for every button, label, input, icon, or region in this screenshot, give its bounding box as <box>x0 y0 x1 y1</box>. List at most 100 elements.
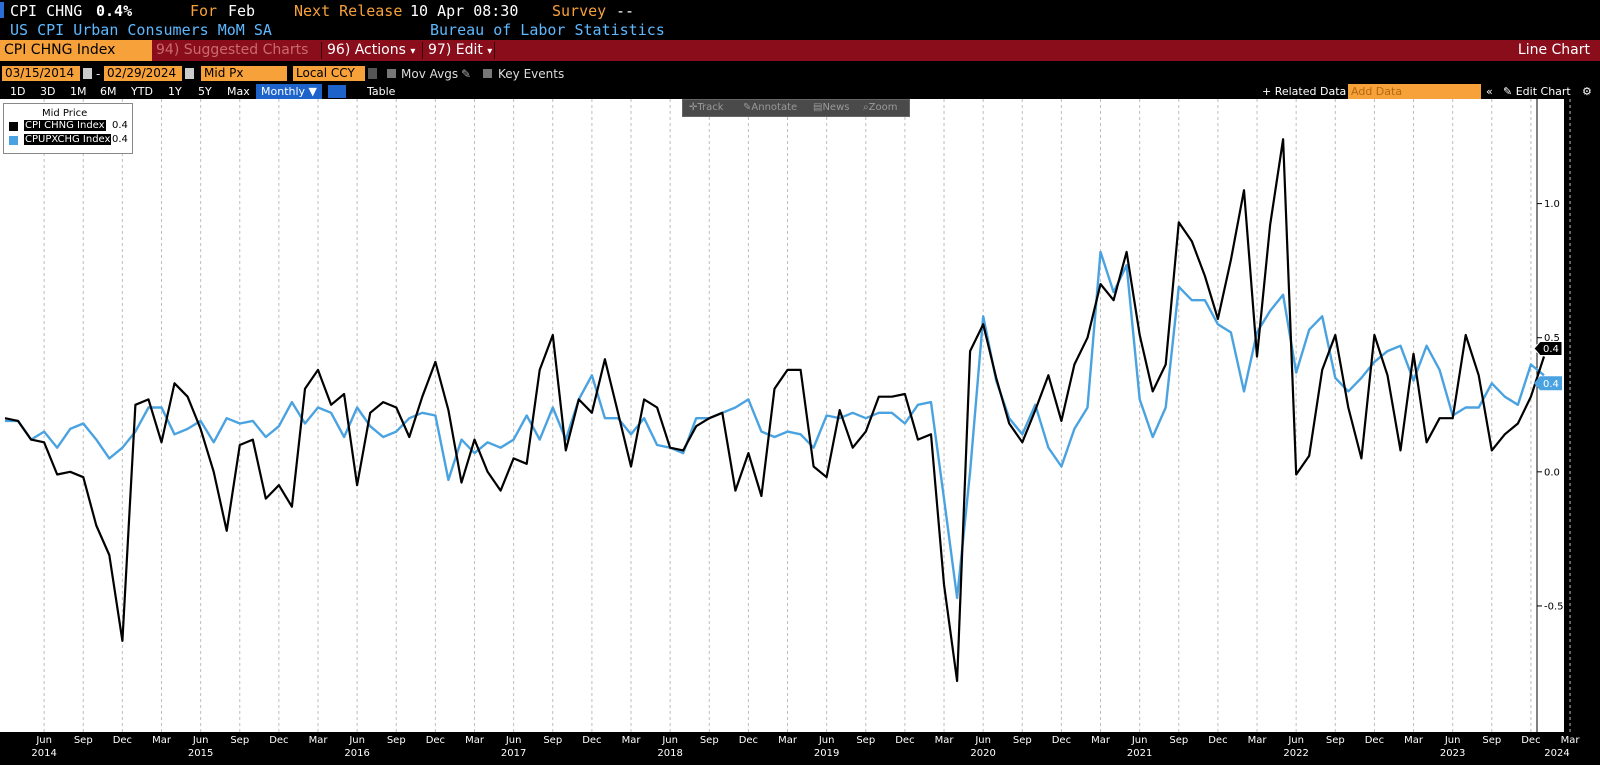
period-ytd[interactable]: YTD <box>131 85 153 98</box>
news-label: News <box>822 102 850 113</box>
x-year-label: 2022 <box>1283 748 1308 759</box>
pencil-icon[interactable]: ✎ <box>461 67 472 81</box>
last-value-text: 0.4 <box>1543 344 1559 355</box>
edit-dropdown-icon: ▾ <box>487 46 493 57</box>
x-tick-label: Sep <box>1482 735 1501 746</box>
series-line-cpupxchg <box>5 250 1545 600</box>
x-axis: Jun Sep Dec Mar Jun Sep Dec Mar Jun Sep Dec Mar Jun S… <box>31 735 1580 759</box>
x-year-label: 2017 <box>501 748 526 759</box>
header-for-value: Feb <box>228 2 256 20</box>
header-last-value: 0.4% <box>96 2 133 20</box>
last-value-label-cpi-chng: 0.4 <box>1533 340 1563 356</box>
x-tick-label: Sep <box>230 735 249 746</box>
currency-dropdown-icon[interactable] <box>368 68 377 79</box>
x-tick-label: Jun <box>1131 735 1148 746</box>
function-toolbar: CPI CHNG Index 94) Suggested Charts 96) … <box>0 40 1600 61</box>
x-year-label: 2019 <box>814 748 839 759</box>
actions-label: 96) Actions <box>327 42 406 58</box>
key-events-label[interactable]: Key Events <box>498 67 565 81</box>
x-tick-label: Jun <box>192 735 209 746</box>
x-tick-label: Sep <box>1013 735 1032 746</box>
key-events-checkbox[interactable] <box>483 69 492 78</box>
series-lines <box>4 138 1546 683</box>
zoom-tool[interactable]: ⌕ Zoom <box>863 100 897 116</box>
period-6m[interactable]: 6M <box>100 85 117 98</box>
currency-select[interactable]: Local CCY <box>293 66 365 81</box>
x-tick-label: Mar <box>465 735 485 746</box>
track-tool[interactable]: ✛ Track <box>689 100 724 116</box>
legend-name-core: CPUPXCHG Index <box>24 134 112 145</box>
y-axis: -0.5 0.0 0.5 1.0 <box>1536 99 1564 732</box>
edit-button[interactable]: 97) Edit ▾ <box>428 40 492 62</box>
annotate-tool[interactable]: ✎ Annotate <box>743 100 797 116</box>
x-tick-label: Mar <box>1561 735 1581 746</box>
last-value-text: 0.4 <box>1543 379 1559 390</box>
x-tick-label: Dec <box>1052 735 1071 746</box>
header-for-label: For <box>190 2 218 20</box>
end-date-field[interactable]: 02/29/2024 <box>104 66 182 81</box>
start-calendar-icon[interactable] <box>83 68 92 79</box>
header-survey-label: Survey <box>552 2 607 20</box>
last-value-tag <box>1533 340 1563 356</box>
frequency-select[interactable]: Monthly ▼ <box>256 84 322 99</box>
track-label: Track <box>697 102 724 113</box>
x-tick-label: Dec <box>426 735 445 746</box>
x-tick-label: Sep <box>543 735 562 746</box>
gear-icon[interactable]: ⚙ <box>1582 85 1592 98</box>
y-tick-label: 1.0 <box>1544 199 1560 210</box>
x-tick-label: Mar <box>152 735 172 746</box>
header-survey-value: -- <box>616 2 635 20</box>
period-3d[interactable]: 3D <box>40 85 56 98</box>
period-1m[interactable]: 1M <box>70 85 87 98</box>
x-tick-label: Mar <box>1091 735 1111 746</box>
news-tool[interactable]: ▤ News <box>813 100 849 116</box>
x-tick-label: Dec <box>1365 735 1384 746</box>
header-ticker[interactable]: CPI CHNG <box>10 2 83 20</box>
mov-avgs-checkbox[interactable] <box>387 69 396 78</box>
y-tick-label: -0.5 <box>1544 601 1564 612</box>
x-year-label: 2020 <box>970 748 995 759</box>
y-tick-label: 0.0 <box>1544 467 1560 478</box>
line-style-icon[interactable] <box>328 85 346 98</box>
mov-avgs-label[interactable]: Mov Avgs <box>401 67 459 81</box>
related-data-button[interactable]: + Related Data <box>1262 85 1347 98</box>
x-tick-label: Dec <box>1521 735 1540 746</box>
edit-chart-button[interactable]: ✎ Edit Chart <box>1503 84 1571 99</box>
period-max[interactable]: Max <box>227 85 250 98</box>
y-tick-label: 0.5 <box>1544 333 1560 344</box>
x-tick-label: Sep <box>387 735 406 746</box>
period-1y[interactable]: 1Y <box>168 85 182 98</box>
x-tick-label: Jun <box>1287 735 1304 746</box>
x-tick-label: Sep <box>700 735 719 746</box>
security-field[interactable]: CPI CHNG Index <box>0 40 152 61</box>
chart-legend[interactable]: Mid Price CPI CHNG Index 0.4 CPUPXCHG In… <box>3 103 133 154</box>
last-value-labels: 0.4 0.4 <box>1533 340 1563 391</box>
annotate-label: Annotate <box>751 102 798 113</box>
add-data-input[interactable]: Add Data <box>1348 84 1481 99</box>
toolbar-divider <box>494 42 495 59</box>
chart-type-label[interactable]: Line Chart <box>1517 42 1590 58</box>
last-value-tag <box>1534 376 1562 391</box>
end-calendar-icon[interactable] <box>185 68 194 79</box>
x-tick-label: Jun <box>35 735 52 746</box>
period-1d[interactable]: 1D <box>10 85 26 98</box>
x-tick-label: Dec <box>269 735 288 746</box>
suggested-charts-button[interactable]: 94) Suggested Charts <box>156 42 309 58</box>
x-tick-label: Sep <box>1326 735 1345 746</box>
x-tick-label: Mar <box>935 735 955 746</box>
x-tick-label: Mar <box>778 735 798 746</box>
price-field-select[interactable]: Mid Px <box>201 66 287 81</box>
start-date-field[interactable]: 03/15/2014 <box>2 66 80 81</box>
period-controls: 1D 3D 1M 6M YTD 1Y 5Y Max Monthly ▼ Tabl… <box>0 84 1600 99</box>
table-button[interactable]: Table <box>367 85 396 98</box>
collapse-icon[interactable]: « <box>1486 85 1493 98</box>
x-tick-label: Dec <box>113 735 132 746</box>
x-tick-label: Jun <box>661 735 678 746</box>
actions-button[interactable]: 96) Actions ▾ <box>327 40 415 62</box>
x-year-label: 2023 <box>1440 748 1465 759</box>
x-tick-label: Jun <box>1444 735 1461 746</box>
x-year-label: 2021 <box>1127 748 1152 759</box>
header-marker <box>0 2 4 18</box>
line-chart[interactable]: -0.50.00.51.0 Jun Sep Dec Mar Jun Sep Dec Mar Ju… <box>0 99 1600 765</box>
period-5y[interactable]: 5Y <box>198 85 212 98</box>
